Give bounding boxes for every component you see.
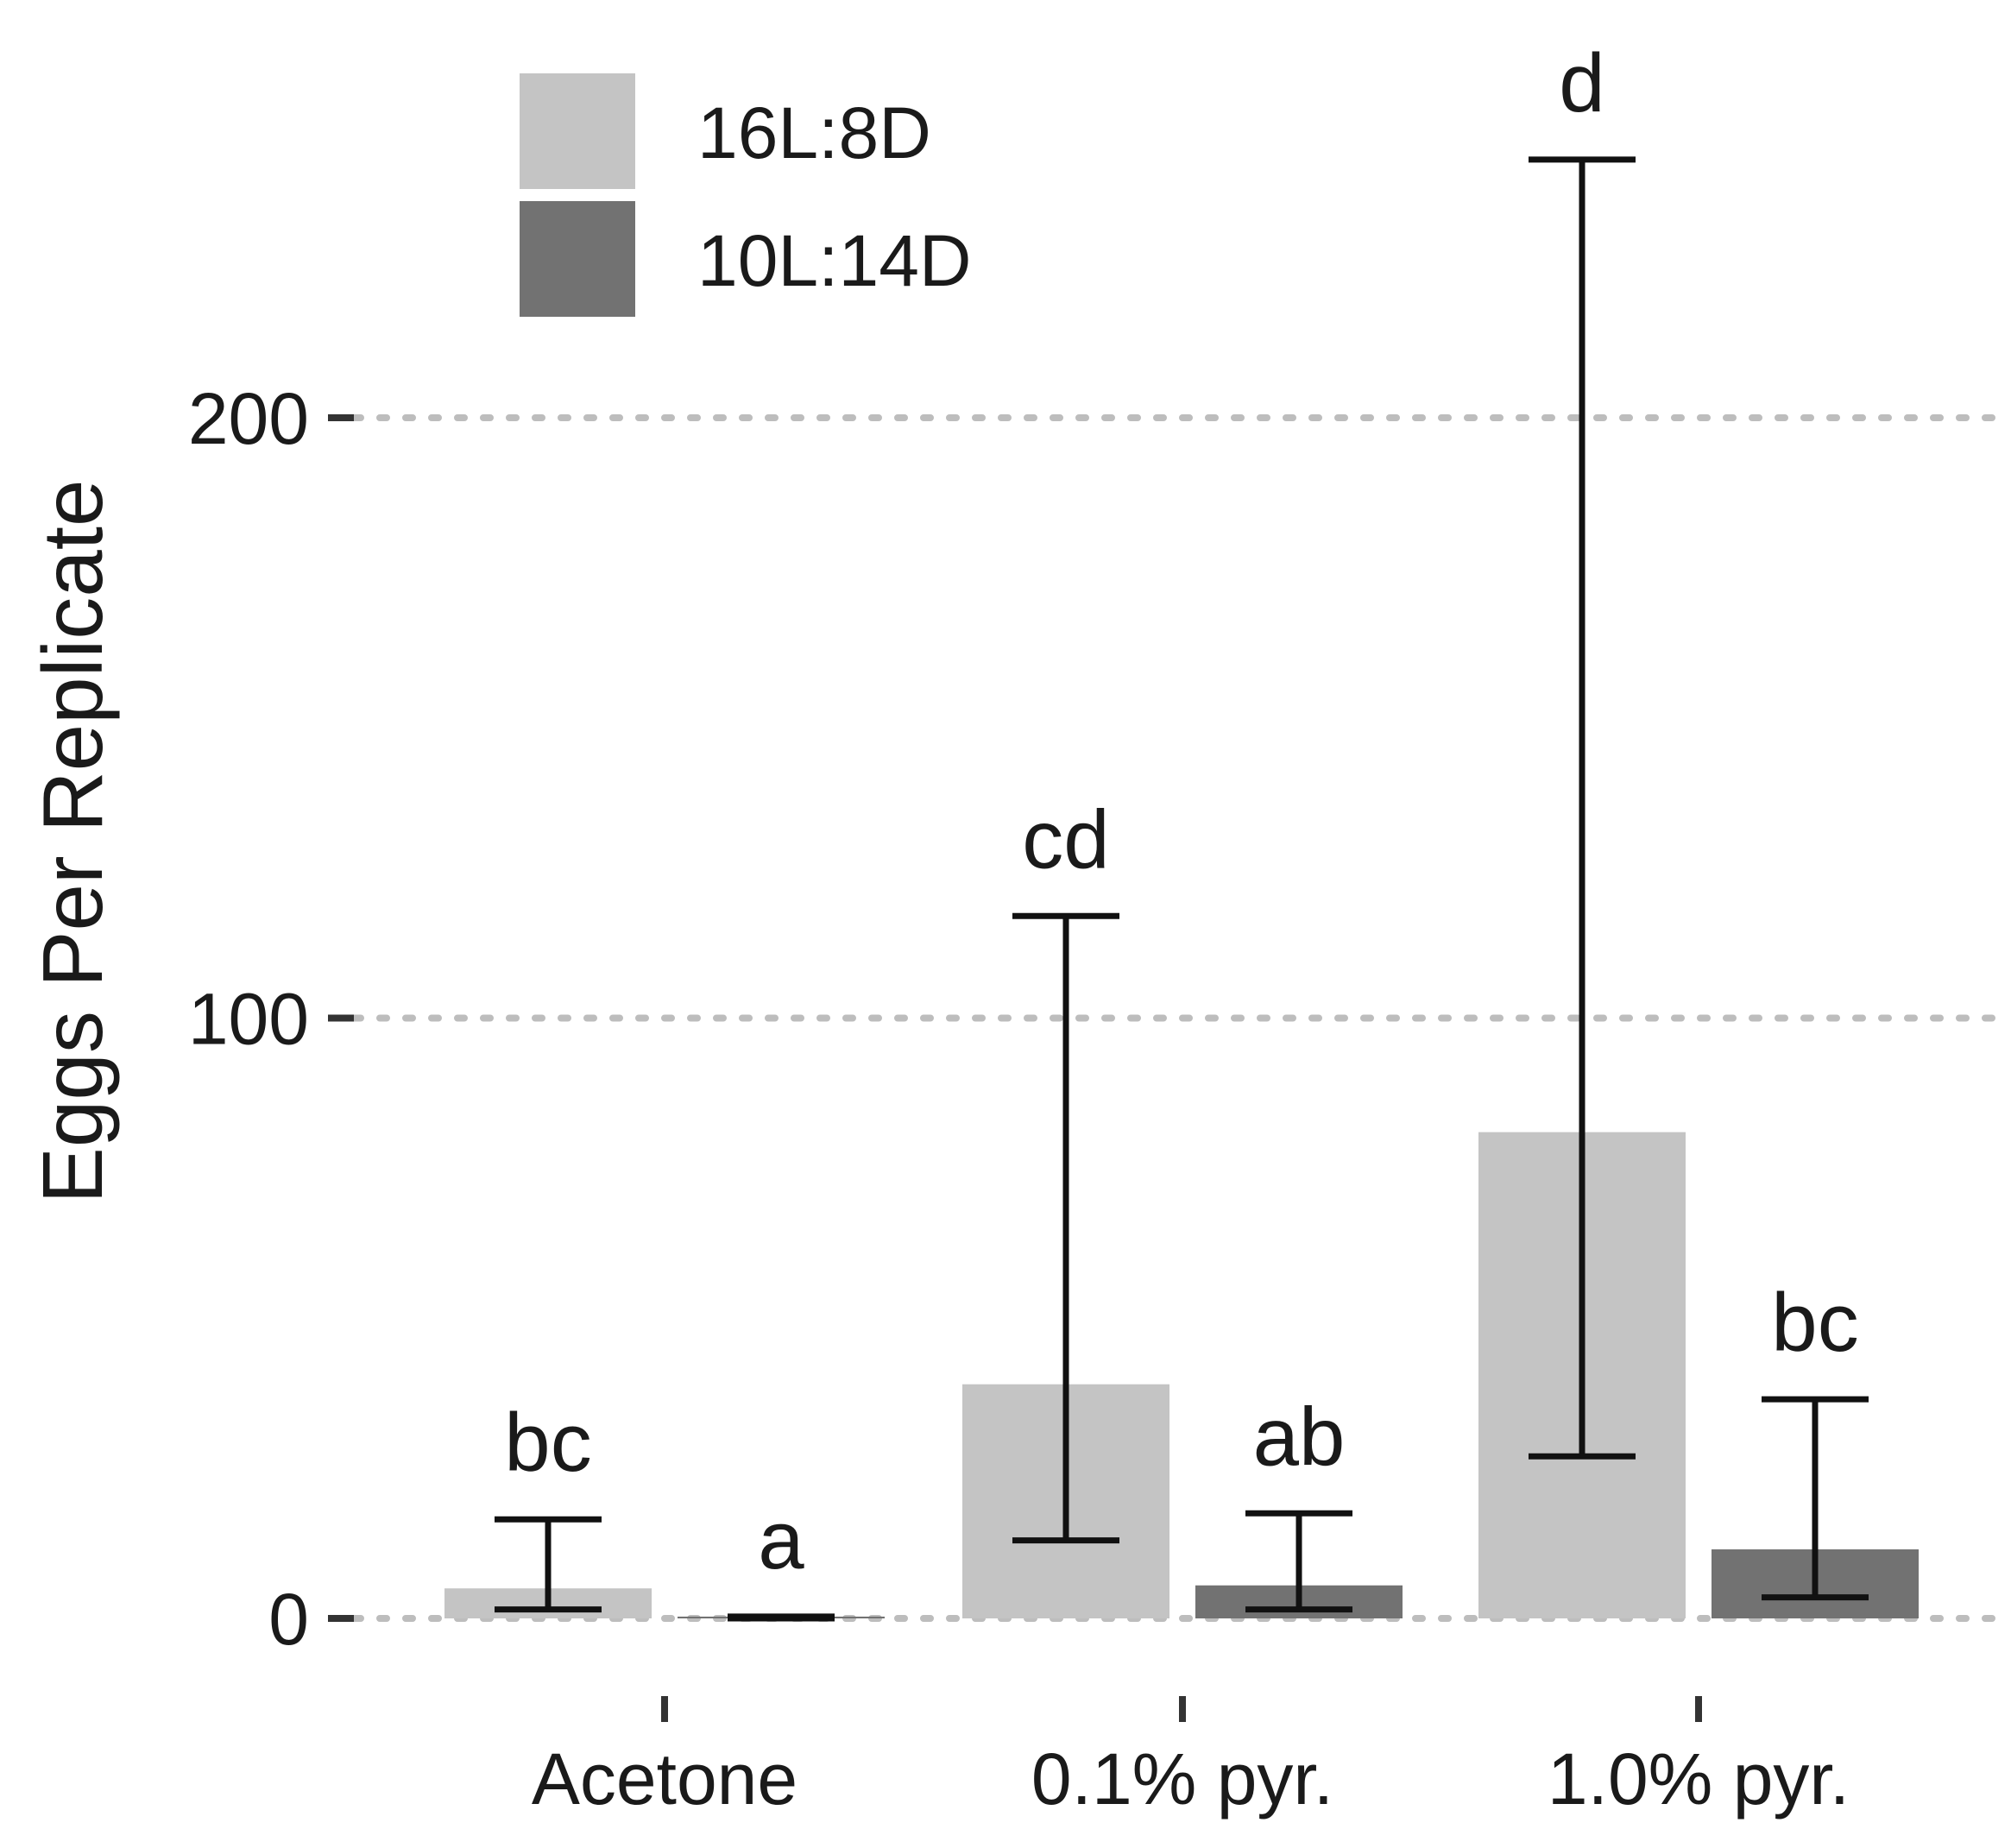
legend-label: 10L:14D xyxy=(697,220,972,301)
legend-swatch xyxy=(520,201,635,317)
legend-swatch xyxy=(520,73,635,189)
bars xyxy=(444,1132,1919,1618)
y-tick-label: 100 xyxy=(188,979,309,1060)
gridlines xyxy=(350,414,2004,1622)
significance-letter: a xyxy=(758,1494,804,1586)
x-tick-label: 0.1% pyr. xyxy=(1031,1738,1333,1820)
y-tick-label: 200 xyxy=(188,378,309,459)
y-axis-title: Eggs Per Replicate xyxy=(25,480,120,1204)
significance-letters: bc cd d a ab bc xyxy=(504,37,1858,1586)
legend-label: 16L:8D xyxy=(697,92,931,173)
significance-letter: ab xyxy=(1253,1391,1346,1483)
error-bars xyxy=(495,156,1869,1622)
x-tick-label: 1.0% pyr. xyxy=(1548,1738,1850,1820)
significance-letter: bc xyxy=(1771,1277,1858,1369)
x-tick-label: Acetone xyxy=(532,1738,797,1820)
significance-letter: d xyxy=(1559,37,1604,129)
y-tick-label: 0 xyxy=(268,1579,309,1660)
significance-letter: bc xyxy=(504,1397,591,1489)
significance-letter: cd xyxy=(1022,793,1109,886)
x-axis: Acetone 0.1% pyr. 1.0% pyr. xyxy=(532,1696,1850,1820)
y-axis: 0 100 200 xyxy=(188,378,354,1660)
legend: 16L:8D 10L:14D xyxy=(520,73,972,317)
